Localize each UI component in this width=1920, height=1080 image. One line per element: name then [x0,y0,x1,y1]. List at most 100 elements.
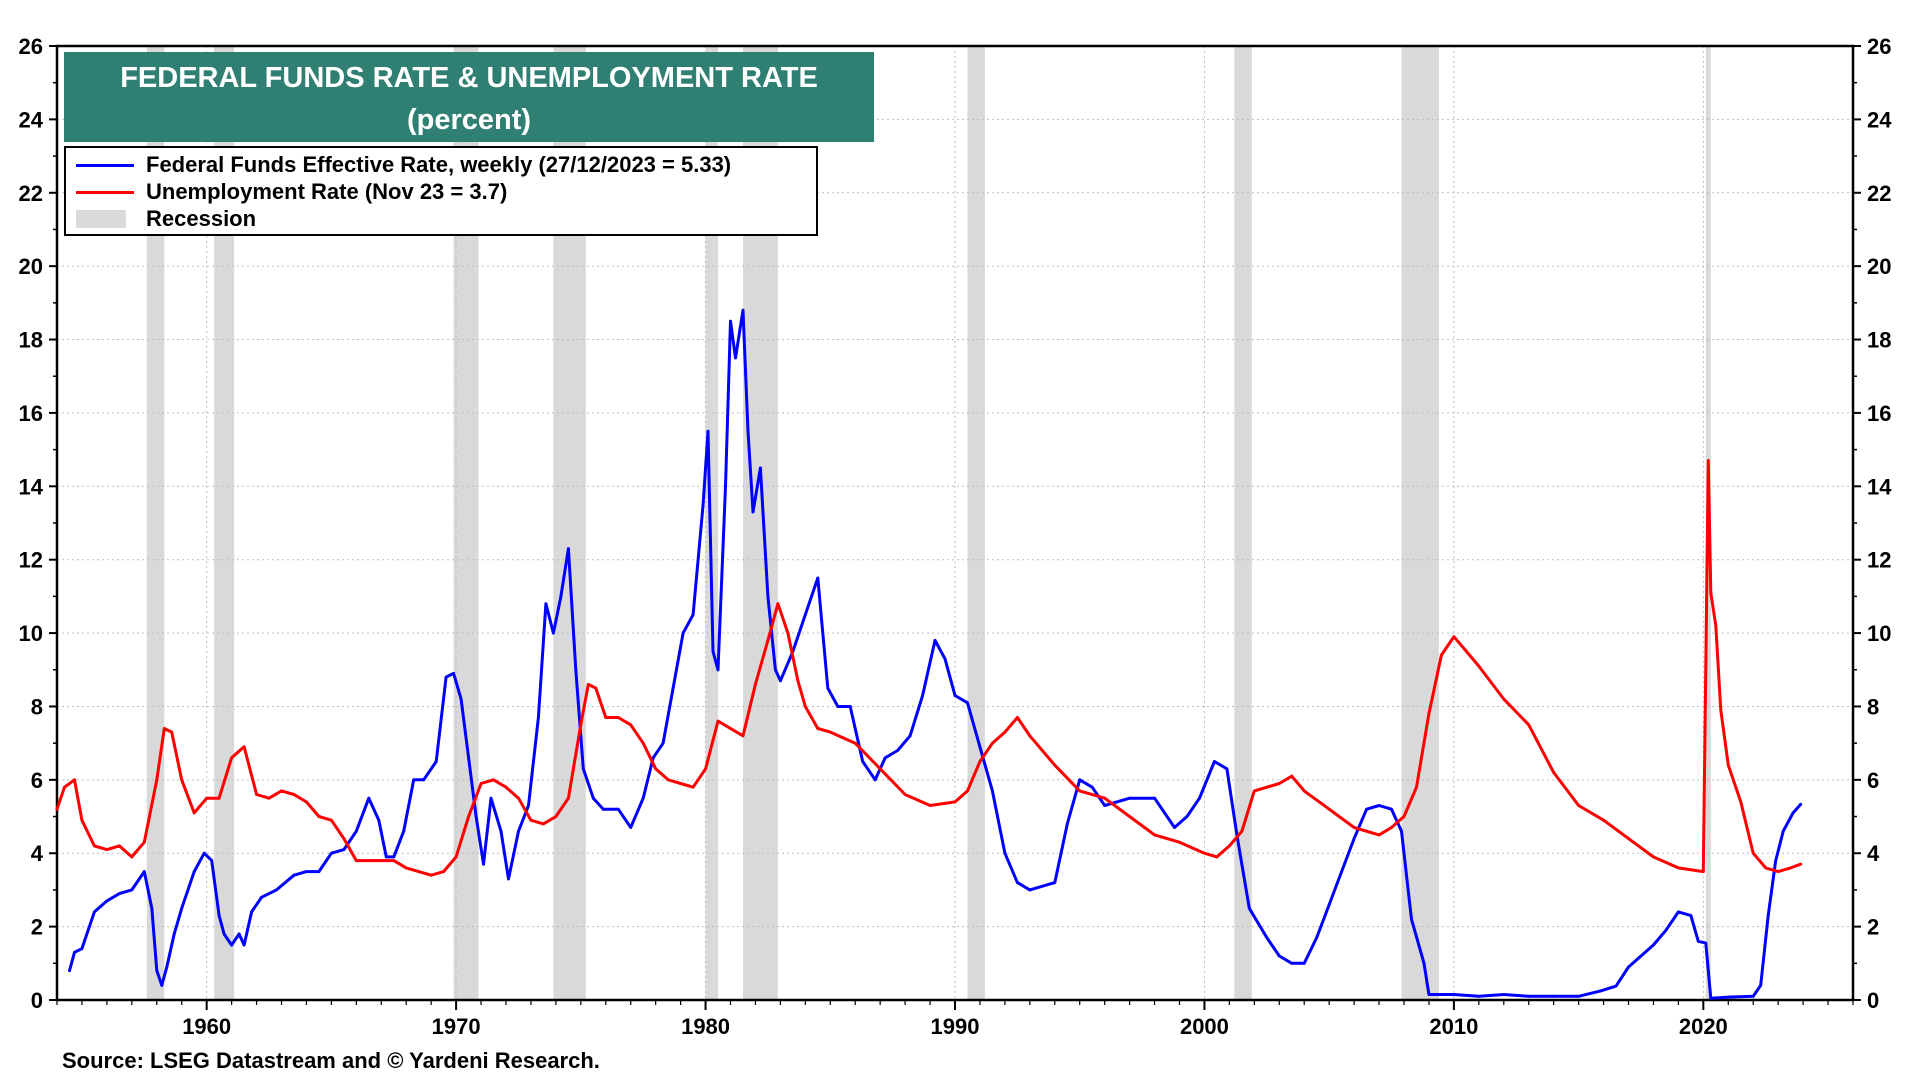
data-point-fed-funds [1726,995,1730,999]
data-point-fed-funds [651,756,655,760]
data-point-fed-funds [392,855,396,859]
data-point-fed-funds [1065,822,1069,826]
data-point-fed-funds [873,778,877,782]
y-tick-label-right: 14 [1867,474,1892,499]
y-tick-label-right: 16 [1867,401,1891,426]
data-point-unemployment [1627,837,1630,840]
data-point-fed-funds [746,429,750,433]
data-point-fed-funds [1185,815,1189,818]
data-point-fed-funds [507,877,510,881]
data-point-unemployment [1751,851,1755,855]
data-point-fed-funds [861,760,865,763]
data-point-fed-funds [1078,778,1082,782]
data-point-fed-funds [544,602,548,606]
data-point-fed-funds [172,932,176,936]
data-point-fed-funds [444,675,448,679]
data-point-fed-funds [921,694,924,697]
data-point-unemployment [1240,829,1244,833]
data-point-fed-funds [1225,767,1229,771]
data-point-fed-funds [237,932,241,936]
y-tick-label-left: 6 [31,768,43,793]
data-point-fed-funds [150,906,154,910]
data-point-fed-funds [601,807,605,811]
data-point-unemployment [367,859,371,862]
data-point-fed-funds [1502,993,1506,996]
y-tick-label-right: 8 [1867,694,1879,719]
data-point-fed-funds [1315,936,1319,940]
data-point-unemployment [217,796,221,800]
data-point-fed-funds [93,910,96,914]
data-point-fed-funds [1015,881,1019,884]
legend-label-unemployment: Unemployment Rate (Nov 23 = 3.7) [146,179,508,204]
data-point-fed-funds [155,969,159,973]
data-point-fed-funds [165,965,169,969]
data-point-unemployment [1003,730,1007,734]
data-point-unemployment [230,756,234,760]
data-point-unemployment [329,818,333,822]
data-point-unemployment [816,727,820,730]
data-point-unemployment [1128,815,1132,818]
y-tick-label-right: 12 [1867,548,1891,573]
data-point-fed-funds [1103,804,1107,807]
data-point-fed-funds [317,870,321,873]
data-point-unemployment [594,686,598,690]
data-point-unemployment [1464,650,1468,653]
data-point-unemployment [1178,840,1181,844]
series-points-fed-funds [68,308,1803,1000]
data-point-fed-funds [1400,829,1403,833]
data-point-fed-funds [1614,984,1618,988]
x-tick-label: 1990 [931,1014,980,1039]
data-point-unemployment [404,866,408,870]
data-point-fed-funds [1213,760,1216,763]
data-point-fed-funds [581,767,585,771]
data-point-fed-funds [836,705,840,708]
data-point-fed-funds [489,796,493,800]
data-point-unemployment [479,782,483,785]
data-point-fed-funds [117,892,121,895]
data-point-unemployment [616,716,620,719]
data-point-unemployment [704,767,707,771]
data-point-fed-funds [559,594,563,598]
data-point-unemployment [1739,800,1743,804]
data-point-fed-funds [883,756,887,760]
data-point-fed-funds [377,818,381,822]
data-point-unemployment [1377,833,1381,837]
data-point-unemployment [1040,749,1044,752]
data-point-fed-funds [342,848,346,851]
data-point-unemployment [1776,870,1780,873]
data-point-fed-funds [1774,859,1778,862]
data-point-fed-funds [1265,936,1269,940]
data-point-fed-funds [1599,989,1603,993]
data-point-fed-funds [629,826,633,829]
data-point-fed-funds [1327,903,1331,906]
data-point-unemployment [554,815,558,818]
data-point-unemployment [180,778,184,782]
data-point-fed-funds [1696,939,1700,943]
y-tick-label-right: 2 [1867,915,1879,940]
data-point-unemployment [1352,826,1356,829]
data-point-unemployment [691,785,695,789]
data-point-fed-funds [192,870,196,873]
y-tick-label-left: 10 [19,621,43,646]
chart-title: FEDERAL FUNDS RATE & UNEMPLOYMENT RATE [120,62,818,94]
data-point-fed-funds [1552,994,1556,998]
data-point-unemployment [776,602,780,606]
y-tick-label-right: 6 [1867,768,1879,793]
data-point-unemployment [1103,796,1107,800]
data-point-unemployment [1327,807,1331,811]
data-point-unemployment [542,822,545,826]
data-point-fed-funds [474,815,478,818]
data-point-fed-funds [68,969,71,973]
data-point-fed-funds [774,668,777,672]
data-point-unemployment [741,734,745,738]
data-point-fed-funds [716,668,720,672]
data-point-unemployment [1290,774,1294,778]
data-point-unemployment [93,844,96,848]
data-point-unemployment [1527,723,1531,727]
y-tick-label-left: 8 [31,694,43,719]
data-point-fed-funds [1422,961,1426,965]
data-point-unemployment [1015,716,1019,719]
data-point-unemployment [878,767,882,771]
data-point-fed-funds [80,947,84,951]
data-point-unemployment [417,870,421,873]
